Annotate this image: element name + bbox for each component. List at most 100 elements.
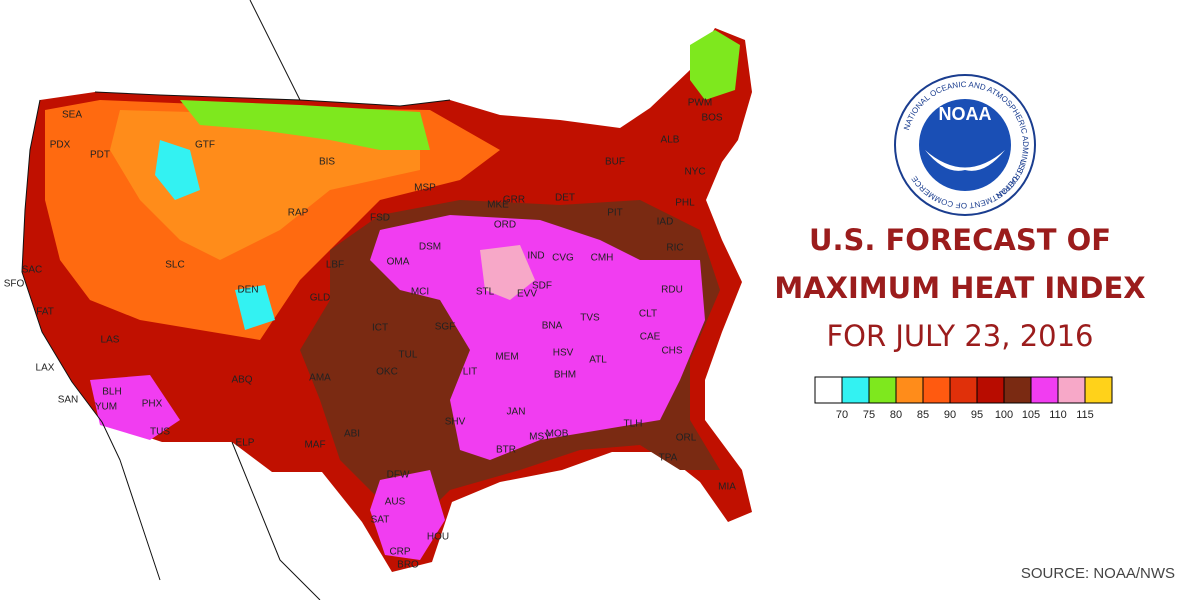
us-cyan-2 bbox=[235, 285, 275, 330]
canada-lines bbox=[249, 0, 301, 101]
station-code: TPA bbox=[659, 453, 678, 464]
logo-disc bbox=[919, 99, 1011, 191]
station-code: CAE bbox=[640, 332, 661, 343]
station-code: EVV bbox=[517, 289, 537, 300]
station-code: YUM bbox=[95, 402, 117, 413]
us-cyan bbox=[155, 140, 200, 200]
us-pink bbox=[480, 245, 535, 300]
legend-swatch bbox=[814, 376, 843, 404]
station-code: JAN bbox=[507, 407, 526, 418]
station-code: PHX bbox=[142, 399, 163, 410]
legend-label: 105 bbox=[1022, 409, 1040, 421]
title-line: FOR JULY 23, 2016 bbox=[826, 319, 1093, 353]
legend: 70 75 80 85 90 95 100 105 110 115 bbox=[814, 376, 1113, 421]
station-code: ATL bbox=[589, 355, 607, 366]
station-code: MAF bbox=[304, 440, 325, 451]
station-code: BNA bbox=[542, 321, 563, 332]
station-code: DET bbox=[555, 193, 575, 204]
station-code: BIS bbox=[319, 157, 335, 168]
mexico-lines bbox=[231, 441, 321, 600]
source: SOURCE: NOAA/NWS bbox=[1021, 565, 1175, 582]
station-code: SGF bbox=[435, 322, 456, 333]
legend-label: 110 bbox=[1049, 409, 1067, 421]
coastline bbox=[21, 99, 161, 581]
map bbox=[21, 0, 752, 600]
station-code: AUS bbox=[385, 497, 406, 508]
legend-label: 70 bbox=[836, 409, 848, 421]
station-code: DEN bbox=[237, 285, 258, 296]
legend-swatch bbox=[922, 376, 951, 404]
station-code: GLD bbox=[310, 293, 331, 304]
station-code: SAC bbox=[22, 265, 43, 276]
station-code: ELP bbox=[236, 438, 255, 449]
station-code: DSM bbox=[419, 242, 441, 253]
logo-gull bbox=[925, 150, 1005, 171]
station-code: TUL bbox=[399, 350, 418, 361]
title-line: MAXIMUM HEAT INDEX bbox=[774, 271, 1145, 305]
station-code: ORL bbox=[676, 433, 697, 444]
station-code: STL bbox=[476, 287, 495, 298]
us-light-orange bbox=[110, 110, 420, 260]
station-code: MEM bbox=[495, 352, 518, 363]
station-code: SAN bbox=[58, 395, 79, 406]
station-code: MOB bbox=[546, 429, 569, 440]
station-code: RAP bbox=[288, 208, 309, 219]
station-code: LAX bbox=[36, 363, 55, 374]
station-code: CHS bbox=[661, 346, 682, 357]
legend-swatch bbox=[868, 376, 897, 404]
station-code: ORD bbox=[494, 220, 516, 231]
legend-label: 95 bbox=[971, 409, 983, 421]
legend-swatch bbox=[1003, 376, 1032, 404]
station-code: RIC bbox=[666, 243, 683, 254]
legend-swatch bbox=[1057, 376, 1086, 404]
legend-label: 100 bbox=[995, 409, 1013, 421]
legend-label: 115 bbox=[1076, 409, 1094, 421]
legend-swatch bbox=[1030, 376, 1059, 404]
station-code: TLH bbox=[624, 419, 643, 430]
station-code: SEA bbox=[62, 110, 82, 121]
legend-label: 80 bbox=[890, 409, 902, 421]
us-magenta bbox=[370, 215, 705, 460]
us-magenta-tx bbox=[370, 470, 445, 560]
station-code: LBF bbox=[326, 260, 344, 271]
station-code: BLH bbox=[102, 387, 121, 398]
station-code: BUF bbox=[605, 157, 625, 168]
station-code: BRO bbox=[397, 560, 419, 571]
station-code: IAD bbox=[657, 217, 674, 228]
station-code: OKC bbox=[376, 367, 398, 378]
station-code: PDX bbox=[50, 140, 71, 151]
station-code: NYC bbox=[684, 167, 705, 178]
station-code: DFW bbox=[387, 470, 410, 481]
station-labels: SEA PDX PDT GTF BIS MSP SAC SFO FAT SLC DEN RAP LBF F… bbox=[4, 98, 736, 571]
legend-label: 75 bbox=[863, 409, 875, 421]
station-code: CRP bbox=[389, 547, 410, 558]
noaa-logo: NOAA NATIONAL OCEANIC AND ATMOSPHERIC AD… bbox=[894, 74, 1036, 216]
station-code: PIT bbox=[607, 208, 623, 219]
station-code: SAT bbox=[371, 515, 390, 526]
station-code: GTF bbox=[195, 140, 215, 151]
station-code: LAS bbox=[101, 335, 120, 346]
station-code: BHM bbox=[554, 370, 576, 381]
station-code: HSV bbox=[553, 348, 574, 359]
station-code: ALB bbox=[661, 135, 680, 146]
us-magenta-sw bbox=[90, 375, 180, 440]
station-code: MSY bbox=[529, 432, 551, 443]
station-code: FAT bbox=[36, 307, 54, 318]
station-code: SHV bbox=[445, 417, 466, 428]
legend-swatch bbox=[1084, 376, 1113, 404]
station-code: PDT bbox=[90, 150, 110, 161]
station-code: ICT bbox=[372, 323, 388, 334]
station-code: MKE bbox=[487, 200, 509, 211]
legend-label: 90 bbox=[944, 409, 956, 421]
station-code: PWM bbox=[688, 98, 712, 109]
station-code: RDU bbox=[661, 285, 683, 296]
us-green bbox=[180, 100, 430, 150]
title-line: U.S. FORECAST OF bbox=[809, 223, 1111, 257]
station-code: FSD bbox=[370, 213, 390, 224]
station-code: SLC bbox=[165, 260, 184, 271]
us-green-ne bbox=[690, 30, 740, 100]
station-code: MIA bbox=[718, 482, 736, 493]
station-code: CMH bbox=[591, 253, 614, 264]
station-code: LIT bbox=[463, 367, 477, 378]
